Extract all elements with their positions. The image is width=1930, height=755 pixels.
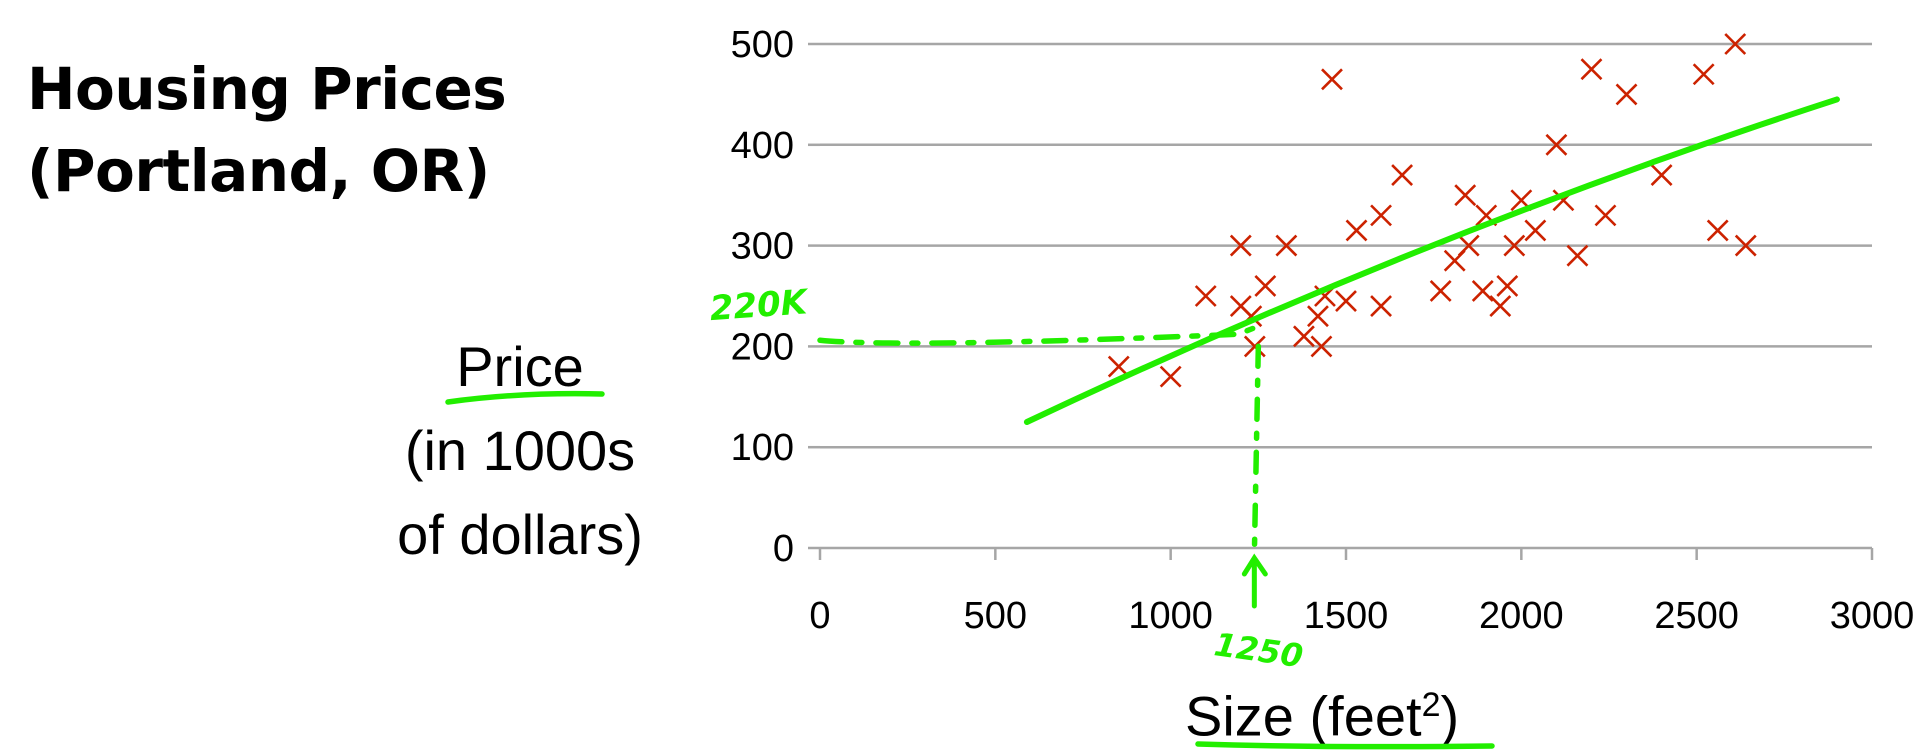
y-axis-label-line2: (in 1000s: [404, 419, 636, 482]
x-tick-label-1500: 1500: [1304, 595, 1389, 637]
data-point-35: [1615, 83, 1638, 106]
y-tick-label-400: 400: [731, 125, 794, 167]
y-axis-label-line1: Price: [456, 335, 584, 398]
data-point-1: [1159, 365, 1182, 388]
data-point-27: [1503, 234, 1526, 257]
data-point-38: [1706, 219, 1729, 242]
y-label-underline: [445, 390, 605, 405]
data-point-16: [1370, 204, 1392, 227]
y-tick-label-500: 500: [731, 24, 794, 66]
y-axis-label: Price (in 1000s of dollars): [355, 325, 685, 577]
annotation-220k: 220K: [708, 282, 811, 329]
data-point-23: [1471, 280, 1494, 302]
grid-lines: [820, 42, 1872, 449]
hand-annotations: 220K 1250: [445, 96, 1840, 750]
y-tick-label-0: 0: [773, 528, 794, 570]
x-tick-label-0: 0: [809, 595, 830, 637]
data-point-6: [1243, 335, 1266, 358]
x-tick-label-2500: 2500: [1654, 595, 1739, 637]
data-point-11: [1310, 335, 1333, 358]
data-point-30: [1545, 133, 1568, 156]
y-axis-label-line3: of dollars): [397, 503, 643, 566]
data-point-22: [1457, 234, 1480, 257]
x-axis-label-text: Size (feet: [1185, 684, 1422, 748]
x-label-underline: [1195, 741, 1495, 750]
data-point-21: [1454, 184, 1477, 207]
data-point-19: [1429, 280, 1452, 302]
data-point-40: [1734, 234, 1757, 257]
data-point-33: [1580, 58, 1603, 81]
x-axis-label-close: ): [1440, 684, 1460, 748]
y-tick-label-200: 200: [731, 326, 794, 368]
data-points: [1107, 33, 1757, 388]
data-point-10: [1307, 305, 1329, 328]
data-point-3: [1229, 234, 1252, 257]
y-tick-label-100: 100: [731, 427, 794, 469]
data-point-29: [1524, 219, 1547, 242]
guide-line-horizontal: [817, 325, 1257, 346]
data-point-17: [1370, 295, 1392, 317]
fitted-line: [1023, 96, 1840, 425]
tick-labels: 0 100 200 300 400 500 0 500 1000 1500 2000 2500 3000: [731, 24, 1915, 637]
data-point-34: [1594, 204, 1617, 227]
data-point-39: [1724, 33, 1747, 55]
x-tick-label-1000: 1000: [1128, 595, 1213, 637]
annotation-1250: 1250: [1212, 625, 1305, 675]
data-point-25: [1489, 295, 1512, 317]
data-point-7: [1254, 275, 1277, 297]
x-axis-label-superscript: 2: [1421, 686, 1441, 724]
axes: [808, 42, 1874, 560]
arrow-up-icon: [1241, 553, 1268, 609]
data-point-13: [1321, 68, 1343, 91]
x-tick-label-500: 500: [964, 595, 1027, 637]
guide-line-vertical: [1251, 343, 1262, 559]
chart-title-line1: Housing Prices: [27, 55, 507, 123]
data-point-2: [1194, 285, 1217, 307]
x-tick-label-2000: 2000: [1479, 595, 1564, 637]
chart-title: Housing Prices (Portland, OR): [27, 48, 507, 212]
data-point-32: [1566, 244, 1589, 267]
data-point-36: [1650, 164, 1673, 186]
y-tick-label-300: 300: [731, 226, 794, 268]
data-point-14: [1335, 290, 1357, 312]
x-tick-label-3000: 3000: [1830, 595, 1915, 637]
data-point-37: [1692, 63, 1715, 86]
x-axis-label: Size (feet2): [1185, 670, 1459, 752]
data-point-26: [1496, 275, 1519, 297]
data-point-9: [1293, 325, 1315, 348]
chart-title-line2: (Portland, OR): [27, 137, 490, 205]
data-point-15: [1345, 219, 1368, 242]
data-point-18: [1391, 164, 1414, 186]
data-point-8: [1275, 234, 1298, 257]
